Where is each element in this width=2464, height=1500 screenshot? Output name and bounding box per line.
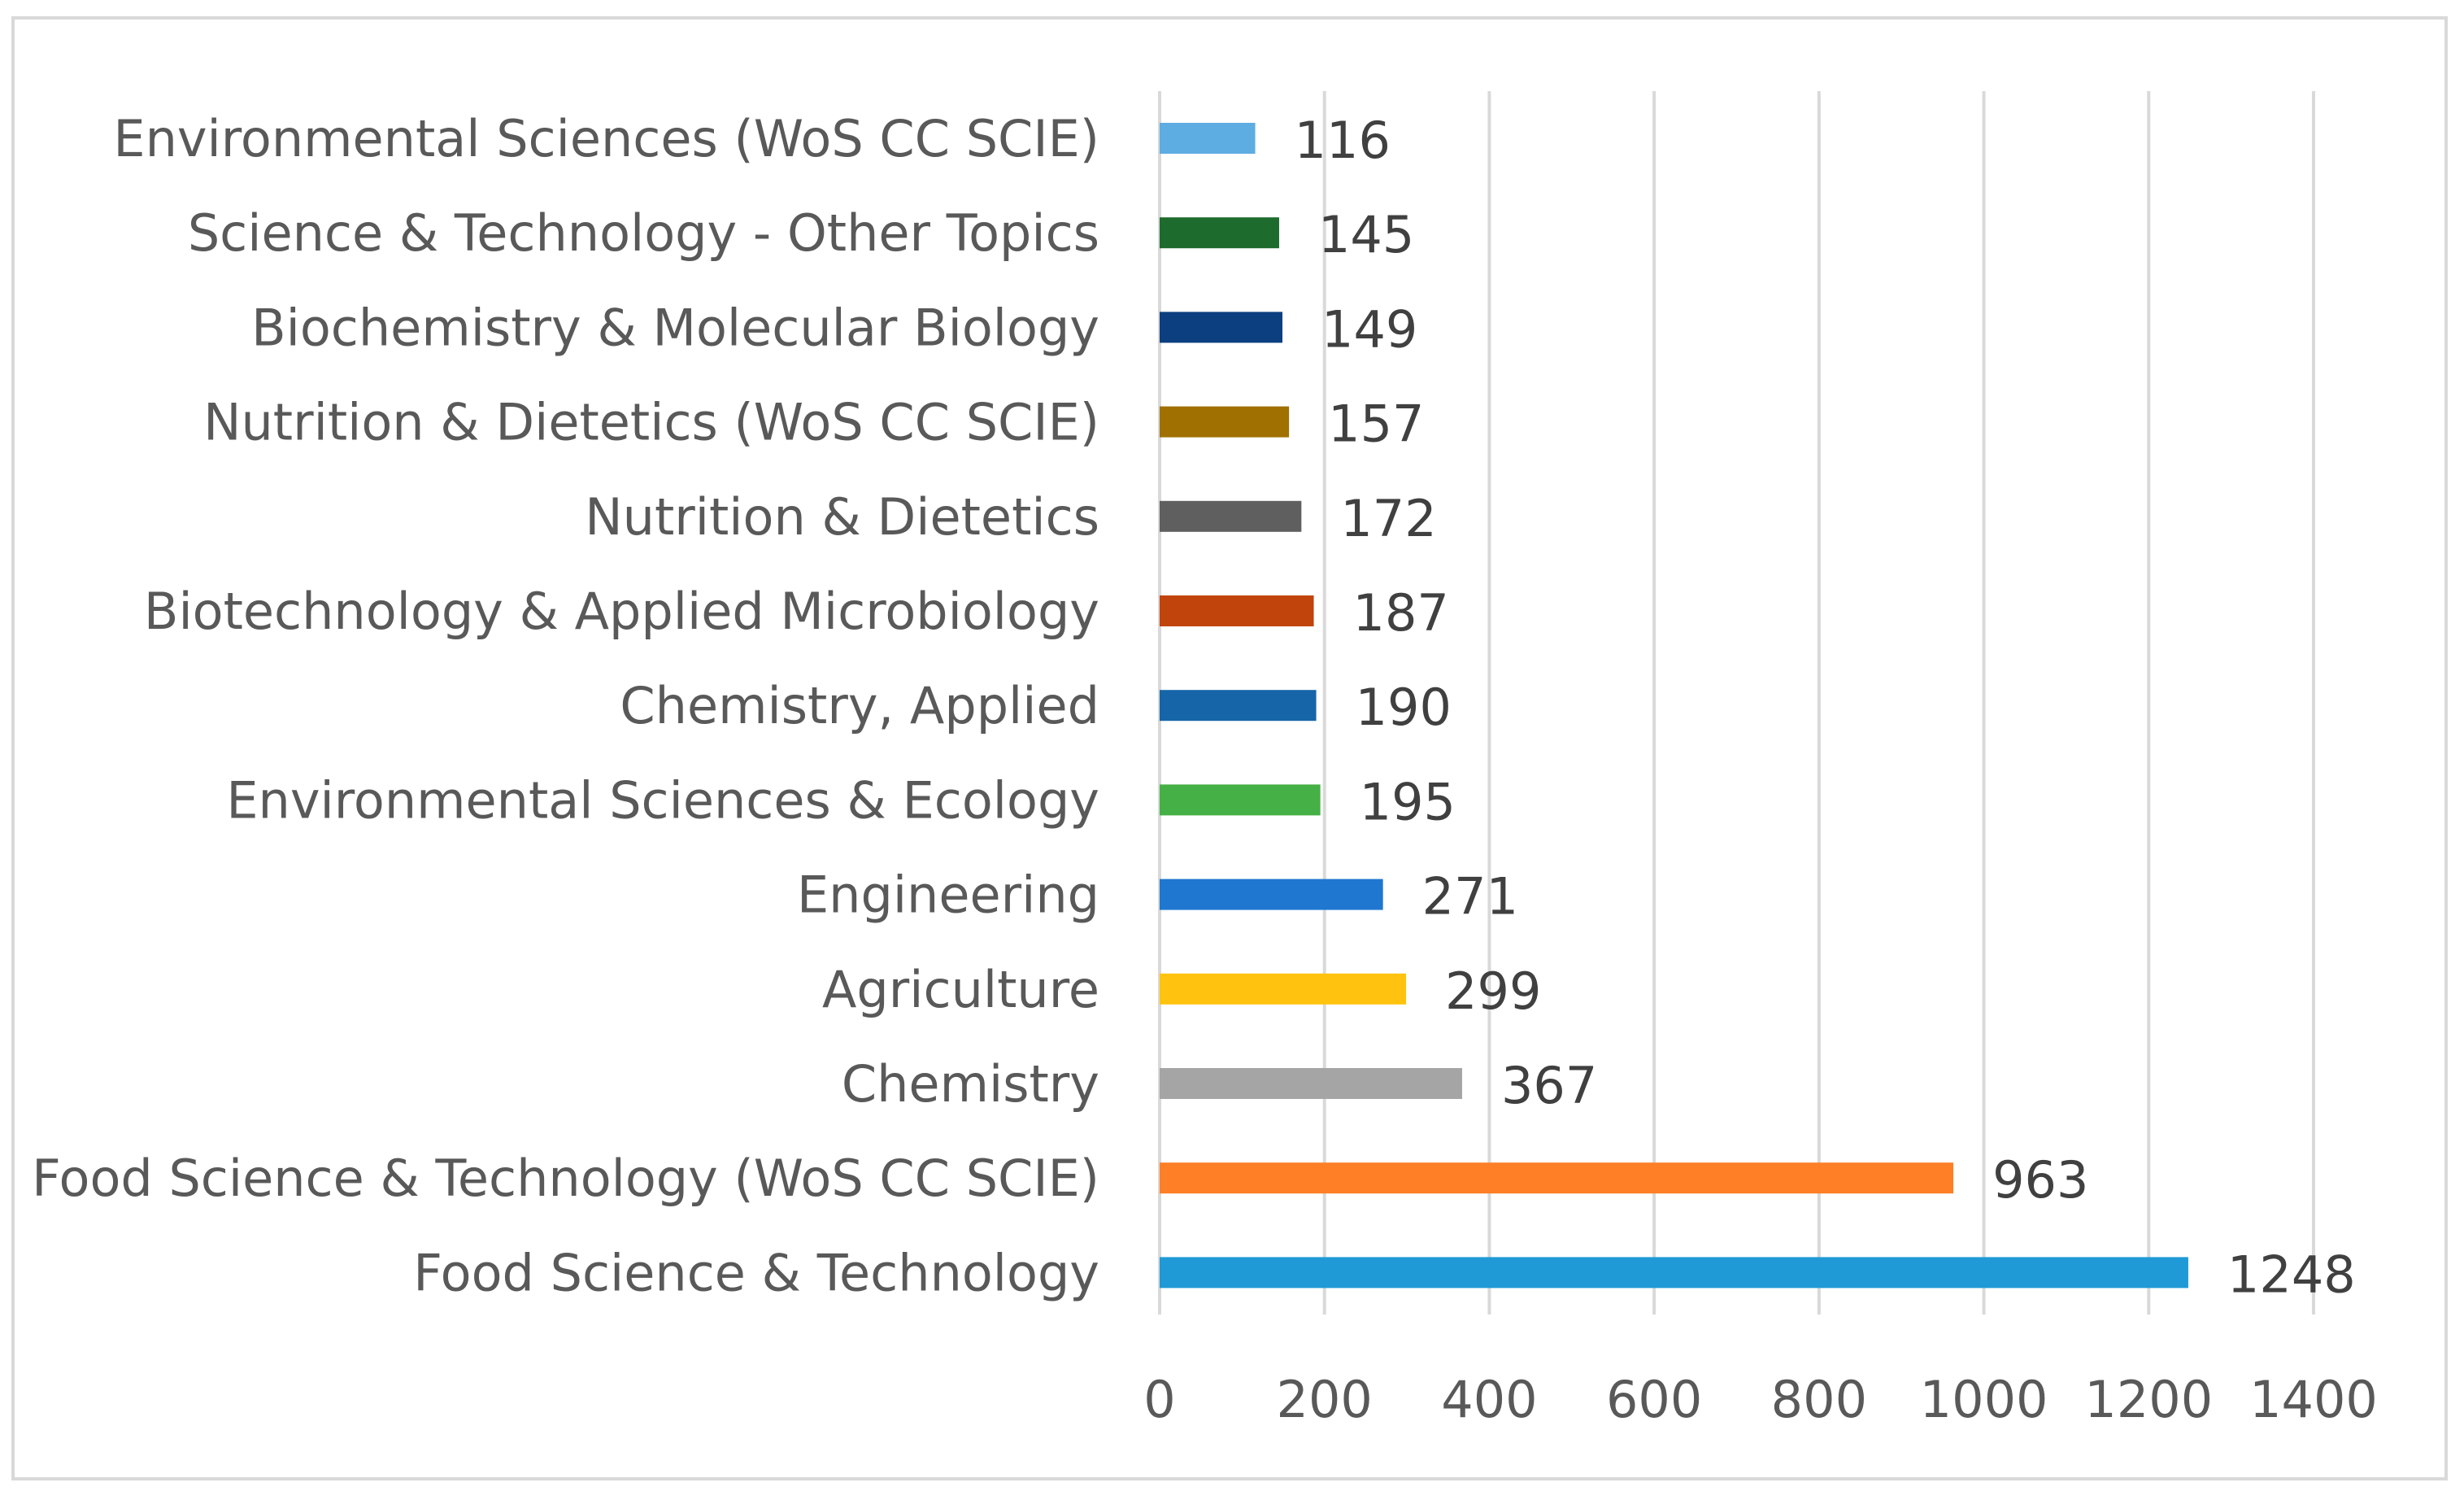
chart-frame [11,16,2448,1480]
bar [1160,217,1279,249]
data-label: 145 [1318,205,1414,264]
bar [1160,973,1407,1005]
category-label: Biochemistry & Molecular Biology [251,298,1099,357]
category-labels: Environmental Sciences (WoS CC SCIE) Scie… [32,109,1099,1302]
x-tick-label: 1400 [2249,1370,2378,1429]
data-label: 149 [1321,299,1417,359]
x-tick-label: 200 [1277,1370,1373,1429]
bar [1160,1257,2188,1289]
category-label: Engineering [797,866,1099,925]
bar [1160,595,1314,626]
data-label: 1248 [2227,1245,2356,1304]
data-label: 963 [1992,1150,2088,1210]
bar [1160,500,1302,532]
category-label: Biotechnology & Applied Microbiology [144,582,1099,641]
x-tick-label: 400 [1441,1370,1537,1429]
data-label: 157 [1328,395,1424,454]
category-label: Food Science & Technology (WoS CC SCIE) [32,1149,1099,1208]
category-label: Chemistry, Applied [620,676,1099,735]
category-label: Agriculture [822,960,1099,1019]
bar [1160,879,1383,910]
data-label: 116 [1295,111,1391,170]
x-tick-label: 800 [1771,1370,1867,1429]
data-label: 187 [1353,583,1449,643]
bar [1160,406,1290,438]
data-label: 195 [1360,772,1456,831]
category-label: Environmental Sciences (WoS CC SCIE) [113,109,1099,168]
category-label: Food Science & Technology [413,1243,1099,1302]
data-label: 172 [1340,489,1436,548]
bar [1160,123,1256,154]
x-tick-label: 0 [1143,1370,1175,1429]
value-labels: 116 145 149 157 172 187 190 195 271 299 367 963 1248 [1295,111,2356,1304]
bar [1160,784,1321,816]
data-label: 367 [1501,1056,1597,1115]
category-label: Nutrition & Dietetics [585,487,1099,547]
category-label: Science & Technology - Other Topics [188,203,1099,263]
bar [1160,690,1317,722]
x-tick-label: 1200 [2084,1370,2213,1429]
bar [1160,1068,1462,1099]
gridlines [1158,91,2315,1315]
bar [1160,1162,1954,1194]
category-label: Chemistry [842,1054,1099,1114]
bars [1160,123,2188,1289]
category-label: Nutrition & Dietetics (WoS CC SCIE) [203,393,1099,452]
bar [1160,312,1283,343]
data-label: 271 [1422,867,1518,927]
x-axis-ticks: 0 200 400 600 800 1000 1200 1400 [1143,1370,2378,1429]
data-label: 190 [1356,678,1452,737]
x-tick-label: 1000 [1920,1370,2048,1429]
category-label: Environmental Sciences & Ecology [226,770,1099,830]
data-label: 299 [1445,961,1541,1021]
x-tick-label: 600 [1606,1370,1702,1429]
